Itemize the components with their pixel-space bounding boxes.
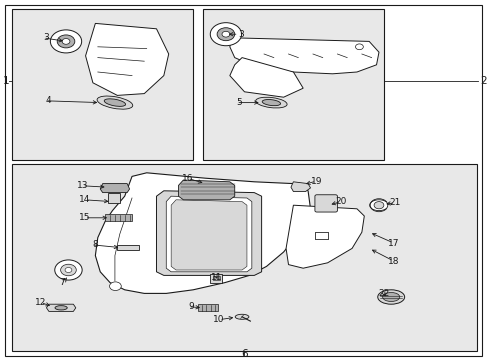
Ellipse shape <box>235 314 248 319</box>
Text: 3: 3 <box>238 30 244 39</box>
Ellipse shape <box>104 99 125 106</box>
Polygon shape <box>117 245 139 250</box>
Circle shape <box>355 44 363 50</box>
Text: 9: 9 <box>188 302 194 311</box>
Text: 5: 5 <box>236 98 242 107</box>
Bar <box>107 193 120 203</box>
Text: 2: 2 <box>479 76 486 86</box>
Text: 20: 20 <box>334 197 346 206</box>
Polygon shape <box>290 182 310 192</box>
Circle shape <box>62 39 70 44</box>
Text: 12: 12 <box>35 298 46 307</box>
Text: 11: 11 <box>210 273 222 282</box>
Bar <box>12 164 476 351</box>
Polygon shape <box>229 38 378 74</box>
Text: 22: 22 <box>377 289 388 298</box>
Circle shape <box>57 35 75 48</box>
Circle shape <box>373 202 383 209</box>
Circle shape <box>222 31 229 37</box>
Polygon shape <box>100 184 129 193</box>
Circle shape <box>210 23 241 46</box>
Polygon shape <box>105 214 132 221</box>
Text: 14: 14 <box>79 195 90 204</box>
Text: 16: 16 <box>181 174 193 183</box>
Text: 17: 17 <box>387 238 399 248</box>
Ellipse shape <box>97 96 132 109</box>
Circle shape <box>61 264 76 276</box>
Circle shape <box>109 282 121 291</box>
Bar <box>316 196 335 211</box>
Text: 13: 13 <box>76 181 88 190</box>
Polygon shape <box>85 23 168 95</box>
Polygon shape <box>46 304 76 311</box>
Polygon shape <box>156 191 261 275</box>
Polygon shape <box>178 180 234 200</box>
Text: 19: 19 <box>310 177 322 186</box>
Text: 4: 4 <box>45 96 51 105</box>
Ellipse shape <box>382 292 399 302</box>
Text: 3: 3 <box>43 33 49 42</box>
Polygon shape <box>171 200 246 270</box>
Text: 18: 18 <box>387 256 399 265</box>
Bar <box>213 276 219 280</box>
Ellipse shape <box>255 97 286 108</box>
Polygon shape <box>166 196 251 272</box>
Circle shape <box>55 260 82 280</box>
Text: 8: 8 <box>92 240 98 249</box>
Circle shape <box>50 30 81 53</box>
Polygon shape <box>229 58 303 97</box>
Circle shape <box>369 199 387 212</box>
Polygon shape <box>285 205 364 268</box>
Ellipse shape <box>377 290 404 304</box>
Ellipse shape <box>55 306 67 310</box>
Text: 15: 15 <box>79 213 90 222</box>
Bar <box>315 232 327 239</box>
Text: 21: 21 <box>388 198 400 207</box>
Bar <box>203 9 383 160</box>
Bar <box>12 9 193 160</box>
Text: 10: 10 <box>213 315 224 324</box>
FancyBboxPatch shape <box>314 195 337 212</box>
Bar <box>315 232 327 239</box>
Text: 6: 6 <box>241 348 247 359</box>
Text: 7: 7 <box>59 278 65 287</box>
Polygon shape <box>198 304 217 311</box>
Bar <box>210 274 222 283</box>
Circle shape <box>217 28 234 41</box>
Text: 1: 1 <box>2 76 9 86</box>
Circle shape <box>65 267 72 273</box>
Polygon shape <box>95 173 310 293</box>
Ellipse shape <box>262 99 280 106</box>
